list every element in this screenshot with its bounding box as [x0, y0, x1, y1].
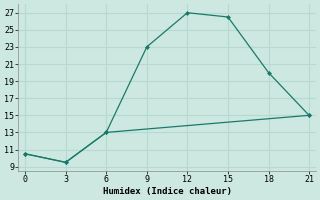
X-axis label: Humidex (Indice chaleur): Humidex (Indice chaleur) [103, 187, 232, 196]
